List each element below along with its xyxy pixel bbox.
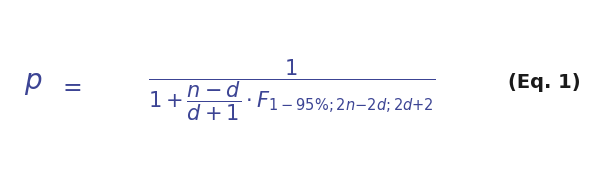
Text: (Eq. 1): (Eq. 1) bbox=[508, 73, 581, 92]
Text: $\mathit{p}$: $\mathit{p}$ bbox=[24, 69, 43, 97]
Text: $\dfrac{1}{1+\dfrac{n-d}{d+1}\cdot \mathit{F}_{\mathregular{1-95\%;2}n\mathregul: $\dfrac{1}{1+\dfrac{n-d}{d+1}\cdot \math… bbox=[148, 57, 436, 123]
Text: $=$: $=$ bbox=[58, 74, 82, 98]
